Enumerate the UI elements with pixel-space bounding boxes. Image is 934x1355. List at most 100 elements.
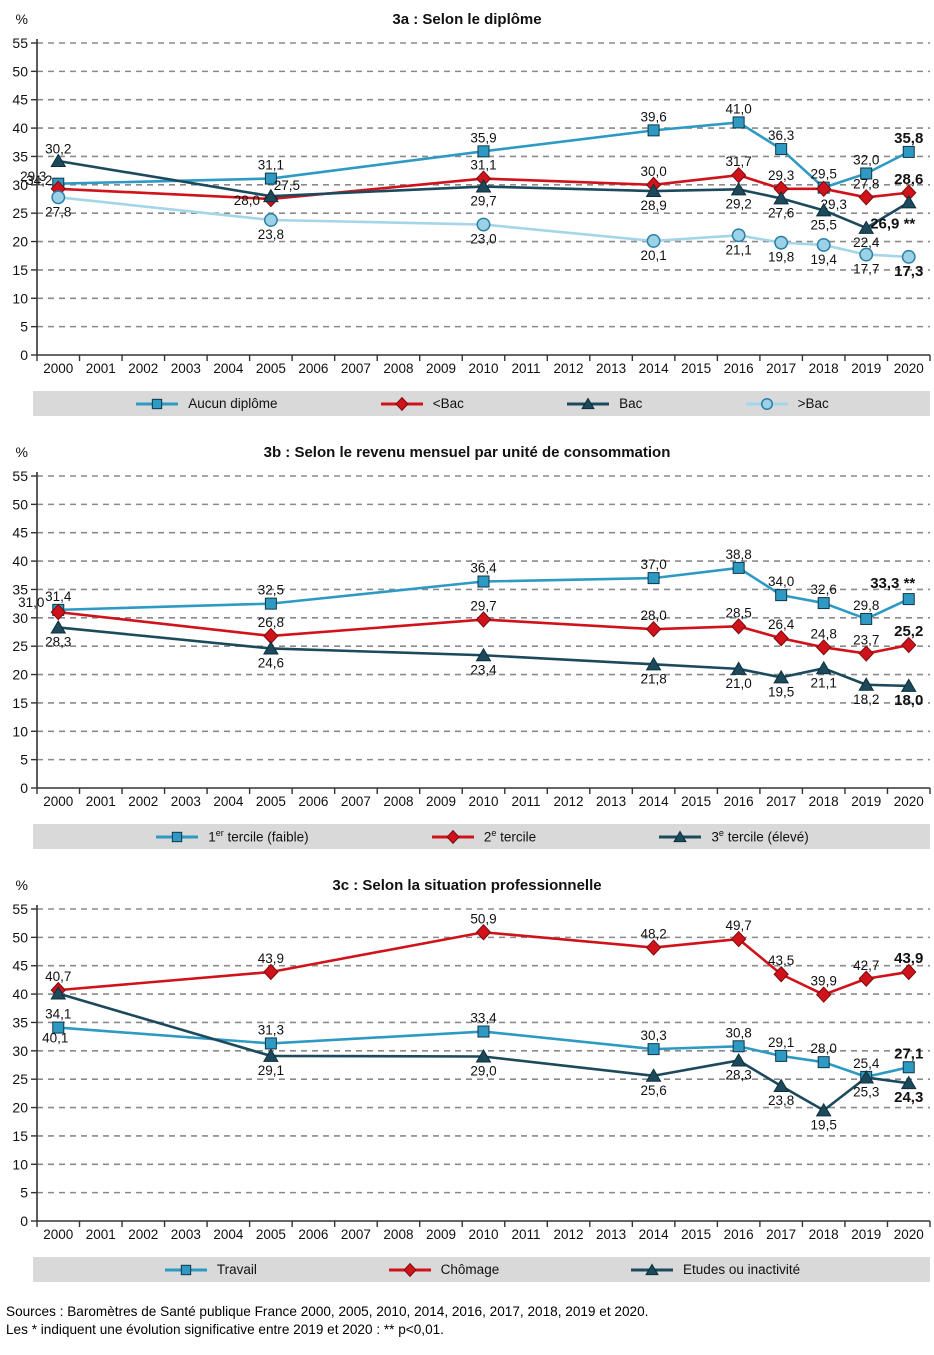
y-tick-label: 20	[12, 667, 28, 683]
data-point-label: 32,6	[811, 582, 837, 597]
significance-note: Les * indiquent une évolution significat…	[6, 1321, 444, 1337]
data-point-label: 20,1	[640, 248, 666, 263]
series-point-diamond-marker	[858, 970, 874, 988]
data-point-label: 29,1	[768, 1035, 794, 1050]
series-point-square-marker	[264, 172, 277, 185]
y-tick-label: 0	[20, 780, 28, 796]
legend-triangle-icon	[567, 396, 610, 409]
data-point-label: 18,2	[853, 692, 879, 707]
data-point-label: 32,5	[258, 583, 284, 598]
data-point-label: 28,3	[45, 634, 71, 649]
chart-3c-legend: Travail Chômage Etudes ou inactivité	[33, 1257, 930, 1282]
y-tick-label: 5	[20, 752, 28, 768]
data-point-label: 29,8	[853, 598, 879, 613]
series-point-circle-marker	[760, 397, 773, 410]
data-point-label: 34,1	[45, 1007, 71, 1022]
series-point-square-marker	[902, 1061, 915, 1074]
legend-item-square: Travail	[163, 1262, 257, 1278]
series-point-diamond-marker	[773, 966, 789, 983]
series-point-square-marker	[264, 597, 277, 610]
data-point-label: 27,8	[45, 204, 71, 219]
data-point-label: 21,8	[640, 671, 666, 686]
x-tick-label: 2019	[851, 1227, 881, 1242]
data-point-label: 26,8	[258, 615, 284, 630]
x-tick-label: 2018	[809, 361, 839, 376]
series-point-square-marker	[902, 145, 915, 158]
data-point-label: 19,5	[768, 684, 794, 699]
x-tick-label: 2011	[512, 1227, 541, 1242]
series-point-triangle-marker	[263, 640, 279, 655]
data-point-label: 43,5	[768, 953, 794, 968]
series-point-square-marker	[902, 593, 915, 606]
series-point-square-marker	[264, 1037, 277, 1050]
data-point-label: 22,4	[853, 235, 880, 250]
y-tick-label: 25	[12, 205, 28, 221]
series-point-diamond-marker	[403, 1262, 417, 1277]
series-point-triangle-marker	[50, 619, 67, 634]
data-point-label: 25,6	[640, 1083, 666, 1098]
data-point-label: 30,0	[640, 164, 666, 179]
data-point-label: 29,5	[811, 167, 837, 182]
series-point-square-marker	[647, 124, 660, 137]
series-point-square-marker	[775, 1049, 788, 1062]
series-point-triangle-marker	[581, 396, 595, 409]
x-tick-label: 2017	[766, 1227, 796, 1242]
series-point-square-marker	[817, 1056, 830, 1069]
series-point-diamond-marker	[475, 924, 492, 941]
series-point-diamond-marker	[730, 618, 747, 635]
data-point-label: 23,7	[853, 633, 879, 648]
data-point-label: 19,4	[811, 252, 838, 267]
series-point-square-marker	[860, 612, 873, 625]
x-tick-label: 2000	[43, 1227, 73, 1242]
legend-square-icon	[164, 1264, 207, 1275]
x-tick-label: 2012	[554, 1227, 584, 1242]
x-tick-label: 2001	[86, 361, 116, 376]
series-point-square-marker	[647, 572, 660, 585]
data-point-label: 28,3	[726, 1067, 752, 1082]
series-point-triangle-marker	[900, 1075, 917, 1090]
data-point-label: 30,3	[640, 1028, 666, 1043]
x-tick-label: 2008	[383, 1227, 413, 1242]
series-point-triangle-marker	[773, 1078, 790, 1092]
y-tick-label: 25	[12, 638, 28, 654]
x-tick-label: 2018	[809, 794, 839, 809]
x-tick-label: 2008	[383, 794, 413, 809]
x-tick-label: 2014	[639, 794, 670, 809]
data-point-label: 25,5	[811, 217, 837, 232]
y-tick-label: 10	[12, 290, 28, 306]
data-point-label: 17,3	[894, 263, 923, 280]
series-point-triangle-marker	[730, 661, 747, 675]
y-tick-label: 45	[12, 958, 28, 974]
data-point-label: 39,6	[640, 109, 666, 124]
data-point-label: 31,3	[258, 1022, 284, 1037]
data-point-label: 25,2	[894, 623, 923, 640]
data-point-label: 31,7	[726, 154, 752, 169]
chart-3c-canvas: 3c : Selon la situation professionnelle%…	[12, 877, 931, 1242]
legend-item-triangle: 3e tercile (élevé)	[657, 828, 809, 845]
chart-3a-legend: Aucun diplôme <Bac Bac >Bac	[33, 391, 930, 416]
y-tick-label: 30	[12, 610, 28, 626]
data-point-label: 30,2	[45, 142, 71, 157]
legend-item-circle: >Bac	[744, 396, 829, 412]
x-tick-label: 2005	[256, 361, 286, 376]
x-tick-label: 2015	[681, 794, 711, 809]
data-point-label: 36,3	[768, 128, 794, 143]
legend-diamond-icon	[380, 396, 423, 411]
y-tick-label: 35	[12, 148, 28, 164]
data-point-label: 23,4	[470, 662, 497, 677]
data-point-label: 29,7	[470, 194, 496, 209]
data-point-label: 40,7	[45, 969, 71, 984]
y-tick-label: 30	[12, 177, 28, 193]
y-tick-label: 55	[12, 468, 28, 484]
y-tick-label: 5	[20, 1185, 28, 1201]
y-tick-label: 10	[12, 1156, 28, 1172]
data-point-label: 31,1	[470, 158, 496, 173]
x-tick-label: 2007	[341, 794, 371, 809]
chart-3b-legend: 1er tercile (faible) 2e tercile 3e tercile…	[33, 824, 930, 849]
y-tick-label: 40	[12, 986, 28, 1002]
data-point-label: 21,1	[811, 675, 837, 690]
series-point-diamond-marker	[816, 986, 832, 1003]
data-point-label: 24,8	[811, 626, 837, 641]
x-tick-label: 2009	[426, 361, 456, 376]
data-point-label: 39,9	[811, 974, 837, 989]
